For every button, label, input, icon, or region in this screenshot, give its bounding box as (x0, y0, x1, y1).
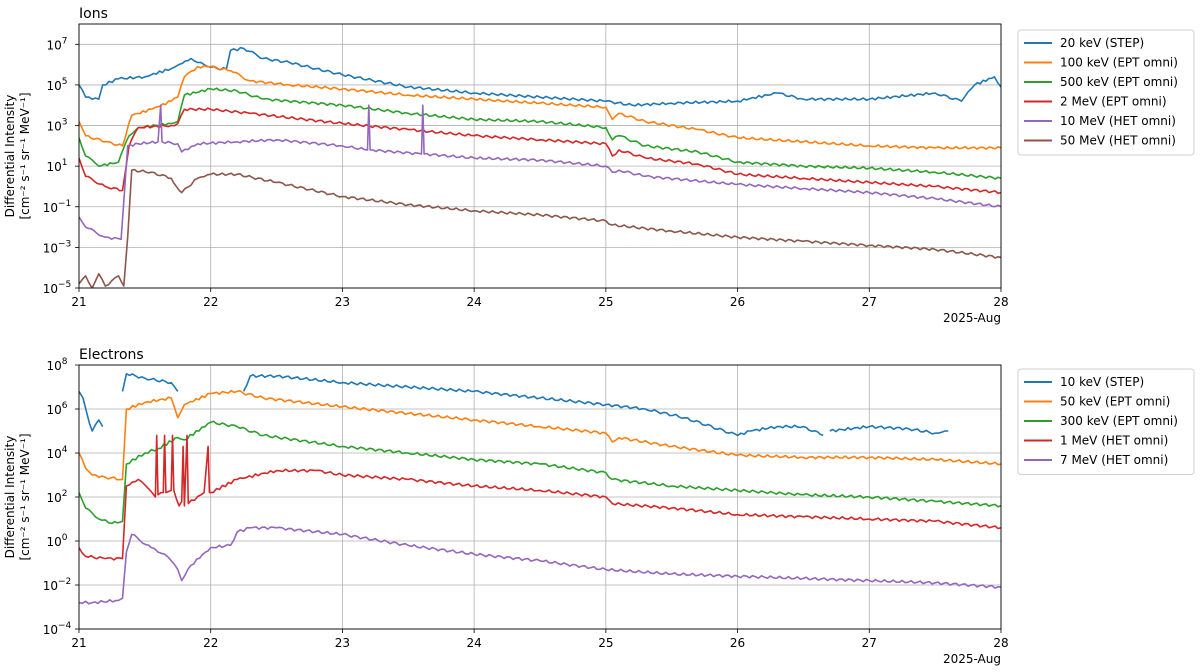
series-line (79, 389, 1001, 481)
y-tick-label: 103 (46, 118, 67, 134)
series-line (79, 107, 1001, 195)
x-tick-label: 24 (467, 295, 482, 309)
panel-title: Electrons (79, 347, 144, 363)
date-offset-label: 2025-Aug (943, 311, 1001, 325)
y-axis-units: [cm⁻² s⁻¹ sr⁻¹ MeV⁻¹] (18, 92, 32, 219)
legend-label: 1 MeV (HET omni) (1060, 434, 1168, 448)
y-tick-label: 10−3 (43, 239, 72, 255)
x-tick-label: 28 (993, 636, 1008, 650)
ions-panel: Ions 21 22 23 24 25 26 27 28 2025-Aug 107 105 103 101… (3, 6, 1195, 325)
x-tick-label: 21 (71, 636, 86, 650)
y-axis-label: Differential Intensity (3, 436, 17, 559)
axes-frame (78, 23, 1002, 289)
y-tick-label: 101 (46, 158, 67, 174)
series-line (121, 372, 179, 392)
x-tick-label: 21 (71, 295, 86, 309)
x-tick-label: 23 (335, 636, 350, 650)
legend: 10 keV (STEP) 50 keV (EPT omni) 300 keV (E… (1017, 368, 1195, 475)
x-tick-label: 22 (203, 295, 218, 309)
x-tick-label: 23 (335, 295, 350, 309)
data-series (79, 46, 1001, 288)
legend-label: 500 keV (EPT omni) (1060, 75, 1178, 89)
x-tick-label: 28 (993, 295, 1008, 309)
y-axis-units: [cm⁻² s⁻¹ sr⁻¹ MeV⁻¹] (18, 433, 32, 560)
y-tick-label: 105 (46, 77, 67, 93)
y-tick-label: 102 (46, 489, 67, 505)
x-tick-label: 26 (730, 295, 745, 309)
series-line (79, 420, 1001, 525)
series-line (79, 434, 1001, 561)
legend-label: 20 keV (STEP) (1060, 36, 1144, 50)
y-tick-label: 10−5 (43, 280, 72, 296)
legend-label: 2 MeV (EPT omni) (1060, 95, 1167, 109)
series-line (242, 373, 824, 437)
x-tick-label: 27 (862, 636, 877, 650)
y-tick-label: 106 (46, 401, 67, 417)
series-line (829, 424, 949, 435)
legend-box (1017, 368, 1195, 475)
y-tick-label: 10−4 (43, 621, 72, 637)
series-line (79, 65, 1001, 150)
x-tick-label: 25 (598, 295, 613, 309)
grid-lines (78, 24, 1002, 289)
x-tick-label: 26 (730, 636, 745, 650)
legend-label: 7 MeV (HET omni) (1060, 453, 1168, 467)
legend-label: 10 MeV (HET omni) (1060, 114, 1176, 128)
y-tick-label: 10−2 (43, 577, 72, 593)
legend-box (1017, 29, 1195, 156)
date-offset-label: 2025-Aug (943, 652, 1001, 666)
electrons-panel: Electrons 21 22 23 24 25 26 27 28 2025-Aug 108 106 1… (3, 347, 1195, 666)
data-series (79, 372, 1001, 605)
x-tick-label: 22 (203, 636, 218, 650)
y-tick-label: 108 (46, 357, 67, 373)
panel-title: Ions (79, 6, 108, 22)
legend: 20 keV (STEP) 100 keV (EPT omni) 500 keV (… (1017, 29, 1195, 156)
y-tick-label: 10−1 (43, 199, 72, 215)
x-tick-label: 25 (598, 636, 613, 650)
series-line (79, 104, 1001, 241)
y-tick-label: 100 (46, 533, 67, 549)
legend-label: 10 keV (STEP) (1060, 375, 1144, 389)
x-tick-label: 27 (862, 295, 877, 309)
series-line (79, 526, 1001, 605)
legend-label: 100 keV (EPT omni) (1060, 56, 1178, 70)
legend-label: 50 keV (EPT omni) (1060, 395, 1170, 409)
legend-label: 300 keV (EPT omni) (1060, 414, 1178, 428)
legend-label: 50 MeV (HET omni) (1060, 134, 1176, 148)
y-tick-label: 104 (46, 445, 67, 461)
x-tick-label: 24 (467, 636, 482, 650)
y-axis-label: Differential Intensity (3, 95, 17, 218)
series-line (79, 46, 1001, 107)
series-line (79, 168, 1001, 288)
series-line (79, 390, 104, 432)
series-line (79, 87, 1001, 180)
y-tick-label: 107 (46, 36, 67, 52)
